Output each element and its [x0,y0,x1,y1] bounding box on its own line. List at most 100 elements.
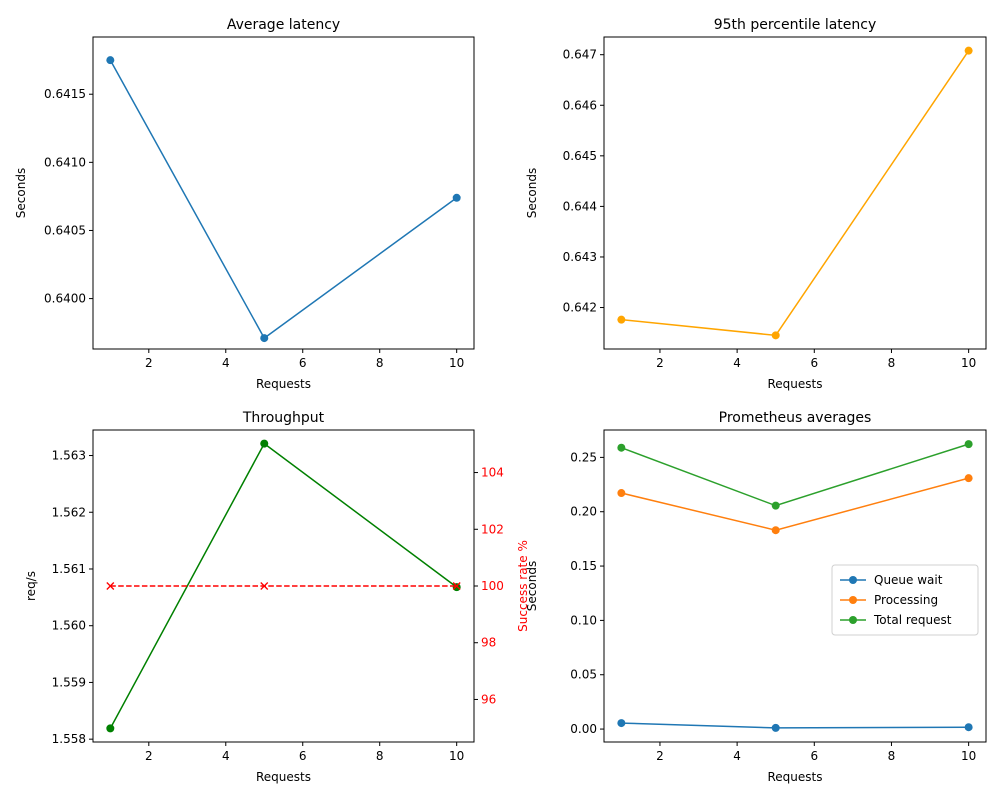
p95-xtick-label: 6 [810,356,818,370]
prom-legend-swatch-marker [849,616,857,624]
prom-xtick-label: 10 [961,749,976,763]
p95-ytick-label: 0.647 [563,48,597,62]
thr-xtick-label: 2 [145,749,153,763]
avg-ytick-label: 0.6400 [44,292,86,306]
avg-chart: 2 4 6 8 10 0.6400 0.6405 0.6410 0.6415 Average la… [14,17,475,391]
thr-ytick-label: 1.558 [52,732,86,746]
thr-series-1-point-1 [260,582,269,590]
avg-xtick-label: 2 [145,356,153,370]
thr-xtick-label: 4 [222,749,230,763]
prom-ytick-label: 0.20 [570,505,597,519]
prom-chart: 2 4 6 8 10 0.00 0.05 0.10 0.15 0.20 0.25 Prometheus… [525,410,987,784]
p95-series-0-point-2 [964,46,973,55]
prom-legend-swatch-marker [849,576,857,584]
prom-series-0-point-2 [964,723,973,732]
thr-ylabel: req/s [24,571,38,601]
thr-ytick-label: 1.560 [52,619,86,633]
p95-xtick-label: 10 [961,356,976,370]
prom-series-1-point-0 [617,489,626,498]
prom-xtick-label: 6 [810,749,818,763]
avg-ytick-label: 0.6410 [44,155,86,169]
prom-ytick-label: 0.10 [570,613,597,627]
avg-ytick-label: 0.6415 [44,87,86,101]
prom-series-1-point-2 [964,474,973,483]
prom-series-1-line [621,477,969,531]
prom-ytick-label: 0.15 [570,559,597,573]
thr-ytick-right-label: 104 [481,466,504,480]
thr-chart: 2 4 6 8 10 1.558 1.559 1.560 1.561 1.562 1.563 96 98… [24,410,530,784]
p95-ytick-label: 0.642 [563,301,597,315]
p95-xtick-label: 2 [656,356,664,370]
p95-ylabel: Seconds [525,168,539,218]
thr-ytick-label: 1.561 [52,562,86,576]
avg-ytick-label: 0.6405 [44,223,86,237]
prom-legend-box [831,564,979,636]
prom-xlabel: Requests [768,770,823,784]
p95-plot-frame [603,36,987,350]
thr-series-0-point-0 [106,724,115,733]
avg-xtick-label: 4 [222,356,230,370]
prom-title: Prometheus averages [719,410,872,426]
p95-series-0-point-0 [617,315,626,324]
prom-series-1-point-1 [771,526,780,535]
thr-series-0-point-1 [260,439,269,448]
prom-ytick-label: 0.05 [570,668,597,682]
prom-series-0-point-0 [617,719,626,728]
thr-xtick-label: 8 [376,749,384,763]
prom-series-0-point-1 [771,723,780,732]
prom-plot-frame [603,429,987,743]
prom-legend-entry: Total request [873,613,952,627]
thr-series-1-point-2 [452,582,461,590]
thr-ytick-right-label: 102 [481,522,504,536]
p95-xtick-label: 8 [888,356,896,370]
avg-ylabel: Seconds [14,168,28,218]
avg-series-0-line [109,59,458,340]
p95-xtick-label: 4 [733,356,741,370]
prom-ytick-label: 0.00 [570,722,597,736]
prom-series-2-point-0 [617,443,626,452]
thr-ytick-label: 1.563 [52,449,86,463]
p95-ytick-label: 0.646 [563,98,597,112]
avg-series-0-point-1 [260,334,269,343]
avg-series-0-point-2 [452,193,461,202]
thr-xtick-label: 10 [449,749,464,763]
thr-ytick-right-label: 96 [481,692,496,706]
thr-xtick-label: 6 [299,749,307,763]
prom-legend-entry: Processing [874,593,938,607]
thr-ylabel-right: Success rate % [516,540,530,632]
prom-xtick-label: 8 [888,749,896,763]
avg-plot-frame [92,36,475,350]
thr-ytick-label: 1.562 [52,505,86,519]
thr-title: Throughput [242,410,325,426]
p95-ytick-label: 0.643 [563,250,597,264]
thr-ytick-right-label: 100 [481,579,504,593]
prom-ylabel: Seconds [525,561,539,611]
prom-series-2-line [621,443,969,507]
p95-series-0-line [621,50,970,337]
p95-title: 95th percentile latency [714,17,877,33]
avg-series-0-point-0 [106,56,115,65]
p95-chart: 2 4 6 8 10 0.642 0.643 0.644 0.645 0.646 0.647 95th… [525,17,987,391]
thr-xlabel: Requests [256,770,311,784]
thr-ytick-right-label: 98 [481,636,496,650]
avg-xtick-label: 6 [299,356,307,370]
avg-xtick-label: 8 [376,356,384,370]
prom-series-2-point-1 [771,501,780,510]
avg-title: Average latency [227,17,340,33]
prom-ytick-label: 0.25 [570,450,597,464]
prom-series-2-point-2 [964,440,973,449]
thr-ytick-label: 1.559 [52,675,86,689]
prom-xtick-label: 2 [656,749,664,763]
thr-series-0-point-2 [452,583,461,592]
prom-series-0-line [621,722,969,729]
p95-ytick-label: 0.645 [563,149,597,163]
p95-series-0-point-1 [771,331,780,340]
prom-legend: Queue wait Processing Total request [831,564,979,636]
avg-xtick-label: 10 [449,356,464,370]
p95-ytick-label: 0.644 [563,199,597,213]
p95-xlabel: Requests [768,377,823,391]
prom-legend-entry: Queue wait [874,573,943,587]
prom-xtick-label: 4 [733,749,741,763]
avg-xlabel: Requests [256,377,311,391]
